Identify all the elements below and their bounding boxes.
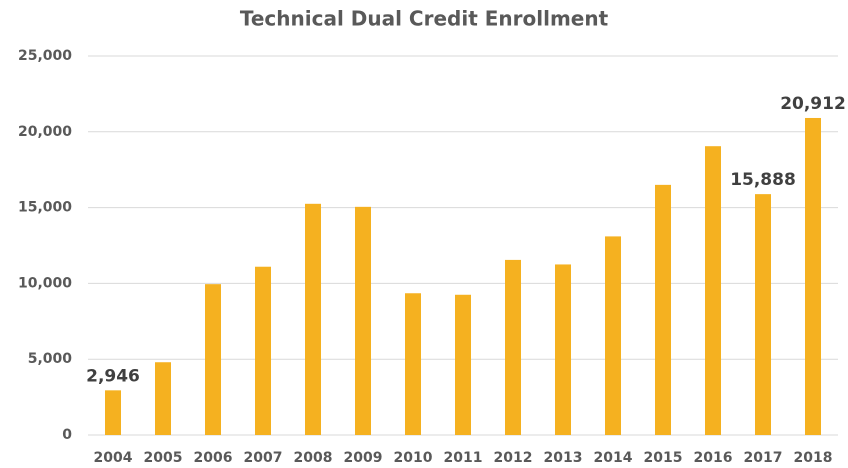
bar [255,266,271,435]
value-label: 15,888 [730,170,796,190]
x-tick-label: 2015 [644,450,683,466]
value-label: 2,946 [86,366,140,386]
bar [755,194,771,435]
bar [405,293,421,435]
bar [655,184,671,435]
y-tick-label: 25,000 [18,48,72,64]
bar [805,117,821,435]
bar [705,146,721,435]
x-tick-label: 2008 [294,450,333,466]
x-tick-label: 2013 [544,450,583,466]
x-tick-label: 2005 [144,450,183,466]
x-tick-label: 2007 [244,450,283,466]
y-tick-label: 20,000 [18,124,72,140]
chart-title: Technical Dual Credit Enrollment [240,7,609,31]
y-tick-label: 10,000 [18,275,72,291]
y-tick-label: 15,000 [18,200,72,216]
bar [605,236,621,435]
x-tick-label: 2011 [444,450,483,466]
x-tick-label: 2018 [794,450,833,466]
x-tick-label: 2009 [344,450,383,466]
bar [105,390,121,435]
x-tick-label: 2014 [594,450,633,466]
value-label: 20,912 [780,94,846,114]
x-tick-label: 2004 [94,450,133,466]
bar [205,284,221,435]
x-tick-label: 2012 [494,450,533,466]
y-tick-label: 5,000 [28,351,73,367]
bar [555,264,571,435]
bar [455,294,471,435]
bar [305,203,321,435]
bar [505,259,521,435]
x-tick-label: 2016 [694,450,733,466]
bar [355,206,371,435]
x-tick-label: 2017 [744,450,783,466]
x-tick-label: 2010 [394,450,433,466]
bar [155,362,171,435]
y-tick-label: 0 [62,427,72,443]
x-tick-label: 2006 [194,450,233,466]
